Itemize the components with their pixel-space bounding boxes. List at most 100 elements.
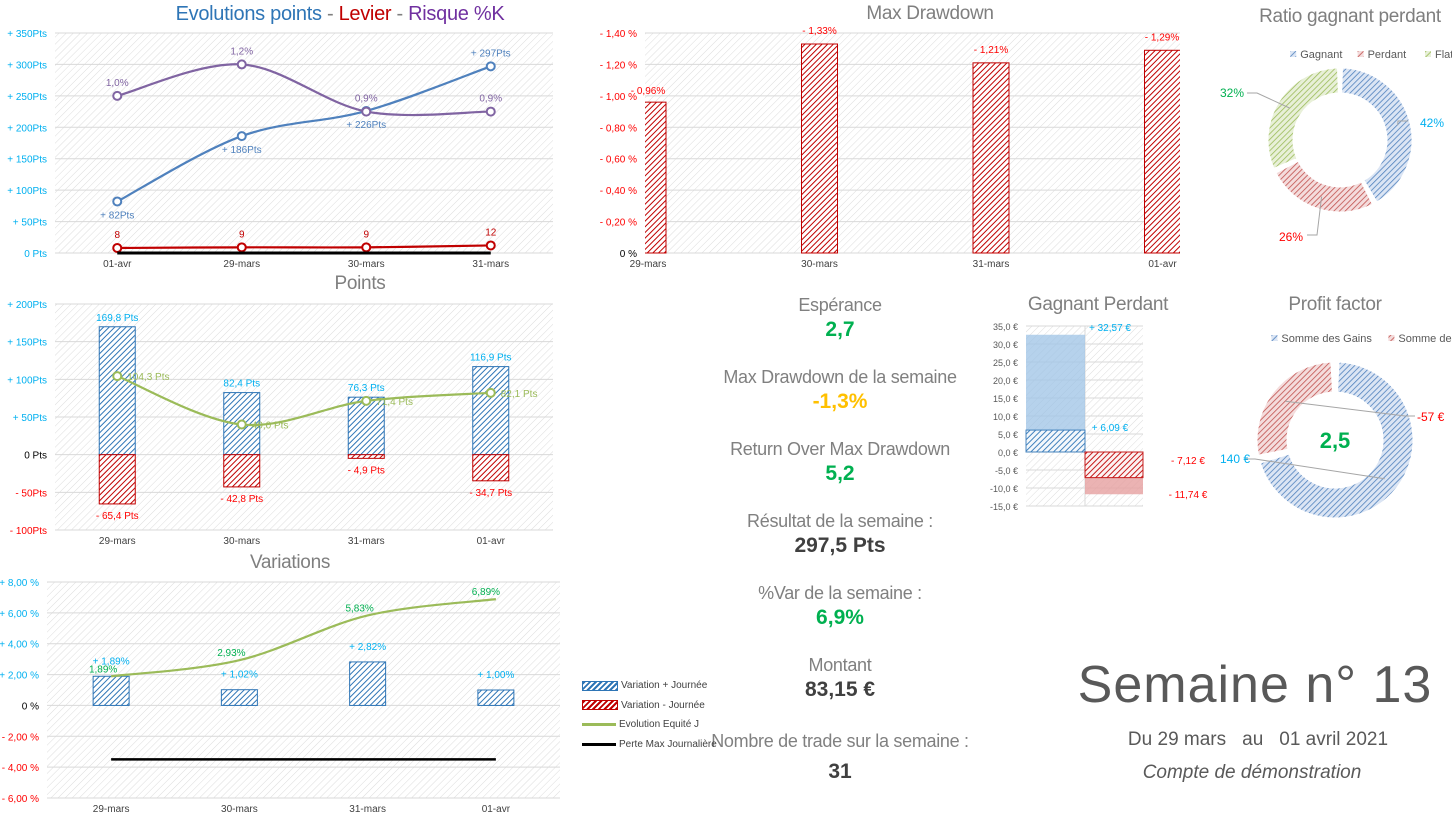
points-chart: - 100Pts - 50Pts 0 Pts + 50Pts + 100Pts + 150… <box>7 300 553 547</box>
y-tick-label: - 6,00 % <box>2 794 39 805</box>
date-to: 01 avril 2021 <box>1279 729 1389 750</box>
plot-area <box>47 582 560 798</box>
loss-avg-bar <box>1084 451 1144 479</box>
week-dates: Du 29 mars au 01 avril 2021 <box>1120 729 1396 751</box>
kpi-nombre-trades: Nombre de trade sur la semaine : 31 <box>711 731 969 784</box>
average-data-label: 40,0 Pts <box>252 421 289 432</box>
levier-data-label: 9 <box>363 229 369 240</box>
week-title: Semaine n° 13 <box>1077 656 1433 714</box>
leader-line <box>1247 92 1290 109</box>
data-point <box>236 131 247 142</box>
equity-data-label: 2,93% <box>217 648 245 659</box>
slice-data-label: -57 € <box>1417 410 1445 424</box>
x-tick-label: 31-mars <box>472 259 509 270</box>
loss-bar <box>472 454 510 482</box>
average-data-label: 71,4 Pts <box>376 397 413 408</box>
points-chart-title: Points <box>334 273 386 294</box>
x-tick-label: 29-mars <box>99 536 136 547</box>
y-tick-label: + 50Pts <box>13 218 47 229</box>
date-from: Du 29 mars <box>1127 729 1227 750</box>
x-tick-label: 31-mars <box>349 804 386 815</box>
kpi-label: Nombre de trade sur la semaine : <box>711 731 969 751</box>
data-point <box>236 419 247 430</box>
legend-swatch <box>1271 335 1278 341</box>
plot-area <box>645 33 1180 253</box>
legend-swatch <box>1357 51 1364 57</box>
kpi-value: 31 <box>828 760 852 783</box>
legend-label: Flat <box>1435 49 1452 61</box>
title-part-points: Evolutions points <box>175 3 322 25</box>
variations-chart-title: Variations <box>249 552 331 573</box>
x-tick-label: 30-mars <box>348 259 385 270</box>
data-point <box>361 395 372 406</box>
y-tick-label: -5,0 € <box>995 466 1018 476</box>
x-tick-label: 30-mars <box>223 536 260 547</box>
legend-item: Perte Max Journalière <box>582 735 717 755</box>
legend-swatch <box>1425 51 1431 57</box>
kpi-label: Résultat de la semaine : <box>747 511 933 531</box>
y-tick-label: - 1,00 % <box>600 92 637 103</box>
title-separator: - <box>321 3 339 25</box>
y-tick-label: 20,0 € <box>993 376 1018 386</box>
data-point <box>485 106 496 117</box>
x-tick-label: 01-avr <box>103 259 132 270</box>
legend-label: Somme des Pertes <box>1398 333 1452 345</box>
legend-label: Perdant <box>1368 49 1407 61</box>
loss-avg-label: - 7,12 € <box>1171 456 1205 467</box>
y-tick-label: 0 Pts <box>24 451 47 462</box>
y-tick-label: + 250Pts <box>7 92 47 103</box>
data-point <box>485 387 496 398</box>
equity-data-label: 1,89% <box>89 664 117 675</box>
variations-chart: - 6,00 % - 4,00 % - 2,00 % 0 % + 2,00 % + 4,0… <box>0 578 560 815</box>
levier-data-label: 8 <box>114 230 120 241</box>
legend-item: Evolution Equité J <box>582 715 717 735</box>
points-data-label: + 226Pts <box>346 120 386 131</box>
y-tick-label: + 6,00 % <box>0 609 39 620</box>
points-data-label: + 82Pts <box>100 210 134 221</box>
y-tick-label: + 150Pts <box>7 155 47 166</box>
gain-bar <box>347 396 385 456</box>
y-tick-label: 30,0 € <box>993 340 1018 350</box>
ratio-chart-title: Ratio gagnant perdant <box>1259 6 1441 27</box>
loss-data-label: - 42,8 Pts <box>220 494 263 505</box>
y-tick-label: - 0,20 % <box>600 218 637 229</box>
y-tick-label: - 0,80 % <box>600 123 637 134</box>
gain-data-label: 76,3 Pts <box>348 383 385 394</box>
kpi-return-over-mdd: Return Over Max Drawdown 5,2 <box>730 439 950 486</box>
y-tick-label: + 150Pts <box>7 338 47 349</box>
y-tick-label: + 200Pts <box>7 300 47 311</box>
data-point <box>361 106 372 117</box>
average-line <box>116 375 491 427</box>
average-data-label: 82,1 Pts <box>501 389 538 400</box>
kpi-label: Return Over Max Drawdown <box>730 439 950 459</box>
maxdd-chart-title: Max Drawdown <box>866 3 994 24</box>
legend-label: Somme des Gains <box>1281 333 1372 345</box>
y-tick-label: + 300Pts <box>7 60 47 71</box>
maxdd-chart: 0 % - 0,20 % - 0,40 % - 0,60 % - 0,80 % - 1,0… <box>600 26 1180 270</box>
legend-swatch-black-line <box>582 742 616 746</box>
kpi-value: 83,15 € <box>804 678 876 701</box>
slice-perdant <box>1275 160 1374 213</box>
legend-label: Perte Max Journalière <box>619 738 717 750</box>
equity-data-label: 6,89% <box>472 587 500 598</box>
gain-bar <box>472 366 510 456</box>
x-tick-label: 29-mars <box>630 259 667 270</box>
y-tick-label: 10,0 € <box>993 412 1018 422</box>
kpi-max-drawdown: Max Drawdown de la semaine -1,3% <box>723 367 957 414</box>
data-point <box>112 90 123 101</box>
x-tick-label: 30-mars <box>801 259 838 270</box>
x-tick-label: 30-mars <box>221 804 258 815</box>
y-tick-label: - 1,40 % <box>600 29 637 40</box>
drawdown-data-label: - 0,96% <box>631 86 666 97</box>
y-tick-label: 25,0 € <box>993 358 1018 368</box>
slice-data-label: 32% <box>1220 86 1244 100</box>
levier-data-label: 12 <box>485 227 497 238</box>
slice-data-label: 140 € <box>1220 452 1250 466</box>
data-point <box>236 242 247 253</box>
y-tick-label: + 200Pts <box>7 123 47 134</box>
date-au: au <box>1242 729 1264 750</box>
profit-factor-value: 2,5 <box>1320 428 1351 453</box>
variation-data-label: + 2,82% <box>349 642 386 653</box>
legend-label: Evolution Equité J <box>619 719 700 731</box>
y-tick-label: 0 % <box>22 701 39 712</box>
